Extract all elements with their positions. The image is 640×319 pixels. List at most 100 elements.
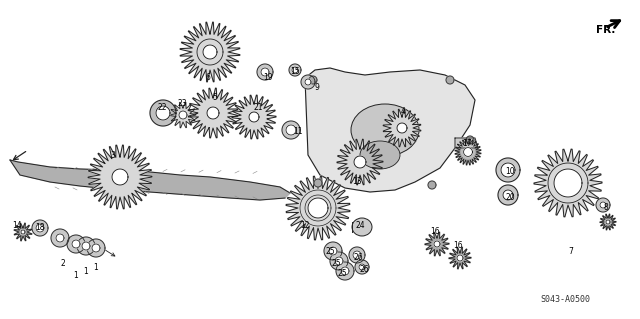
Text: 21: 21	[253, 103, 263, 113]
Polygon shape	[606, 220, 610, 224]
Polygon shape	[67, 235, 85, 253]
Text: 8: 8	[604, 204, 609, 212]
Text: 16: 16	[453, 241, 463, 250]
Text: 25: 25	[325, 248, 335, 256]
Polygon shape	[112, 169, 128, 185]
Polygon shape	[301, 75, 315, 89]
Polygon shape	[446, 76, 454, 84]
Polygon shape	[203, 45, 217, 59]
Polygon shape	[36, 224, 44, 232]
Text: S043-A0500: S043-A0500	[540, 295, 590, 305]
Text: 24: 24	[355, 220, 365, 229]
Polygon shape	[32, 220, 48, 236]
Text: 22: 22	[157, 103, 167, 113]
Polygon shape	[501, 163, 515, 177]
Polygon shape	[180, 22, 240, 82]
Polygon shape	[324, 242, 342, 260]
Text: 26: 26	[353, 253, 363, 262]
Text: 18: 18	[35, 224, 45, 233]
Text: 1: 1	[93, 263, 99, 271]
Polygon shape	[359, 264, 365, 270]
Polygon shape	[353, 251, 361, 259]
Polygon shape	[330, 252, 348, 270]
Text: 15: 15	[290, 68, 300, 77]
Polygon shape	[82, 242, 90, 250]
Ellipse shape	[360, 141, 400, 169]
Polygon shape	[14, 223, 32, 241]
Polygon shape	[232, 95, 276, 139]
Text: 25: 25	[331, 258, 341, 268]
Polygon shape	[554, 169, 582, 197]
Polygon shape	[329, 247, 337, 255]
Polygon shape	[335, 257, 343, 265]
Polygon shape	[457, 255, 463, 261]
Text: 20: 20	[505, 194, 515, 203]
Polygon shape	[249, 112, 259, 122]
Ellipse shape	[351, 104, 419, 156]
Polygon shape	[188, 88, 238, 138]
Text: 10: 10	[505, 167, 515, 176]
Polygon shape	[308, 198, 328, 218]
Polygon shape	[425, 232, 449, 256]
Text: 17: 17	[462, 138, 472, 147]
Polygon shape	[257, 64, 273, 80]
Text: 9: 9	[315, 84, 319, 93]
Text: 3: 3	[111, 151, 115, 160]
Polygon shape	[496, 158, 520, 182]
Polygon shape	[354, 156, 366, 168]
Text: 25: 25	[337, 270, 347, 278]
Polygon shape	[355, 260, 369, 274]
Polygon shape	[56, 234, 64, 242]
Text: 14: 14	[12, 221, 22, 231]
Polygon shape	[179, 111, 187, 119]
Polygon shape	[596, 198, 610, 212]
Polygon shape	[10, 160, 290, 200]
Text: 1: 1	[74, 271, 78, 279]
Polygon shape	[51, 229, 69, 247]
Text: 13: 13	[352, 177, 362, 187]
Text: 23: 23	[177, 100, 187, 108]
Text: 4: 4	[401, 108, 405, 116]
Polygon shape	[92, 244, 100, 252]
Text: 11: 11	[293, 128, 303, 137]
Polygon shape	[286, 125, 296, 135]
Polygon shape	[534, 149, 602, 217]
Polygon shape	[455, 139, 481, 165]
Polygon shape	[150, 100, 176, 126]
Polygon shape	[428, 181, 436, 189]
Polygon shape	[600, 202, 606, 208]
Polygon shape	[21, 230, 25, 234]
Polygon shape	[383, 109, 421, 147]
Polygon shape	[87, 239, 105, 257]
Polygon shape	[292, 67, 298, 73]
Text: 12: 12	[300, 220, 310, 229]
Polygon shape	[349, 247, 365, 263]
Polygon shape	[156, 106, 170, 120]
Text: 16: 16	[430, 227, 440, 236]
Polygon shape	[600, 214, 616, 230]
Polygon shape	[455, 138, 478, 148]
Polygon shape	[503, 190, 513, 200]
Polygon shape	[207, 107, 219, 119]
Polygon shape	[397, 123, 407, 133]
Polygon shape	[289, 64, 301, 76]
Polygon shape	[77, 237, 95, 255]
Polygon shape	[261, 68, 269, 76]
Polygon shape	[314, 179, 322, 187]
Text: FR.: FR.	[596, 25, 616, 35]
Text: 5: 5	[212, 93, 218, 102]
Polygon shape	[286, 176, 350, 240]
Polygon shape	[305, 79, 311, 85]
Polygon shape	[282, 121, 300, 139]
Polygon shape	[341, 267, 349, 275]
Polygon shape	[336, 262, 354, 280]
Polygon shape	[337, 139, 383, 185]
Text: 26: 26	[359, 264, 369, 273]
Text: 1: 1	[84, 266, 88, 276]
Polygon shape	[466, 136, 474, 144]
Polygon shape	[170, 102, 196, 128]
Text: 6: 6	[205, 73, 211, 83]
Text: 19: 19	[263, 73, 273, 83]
Polygon shape	[498, 185, 518, 205]
Polygon shape	[463, 148, 472, 156]
